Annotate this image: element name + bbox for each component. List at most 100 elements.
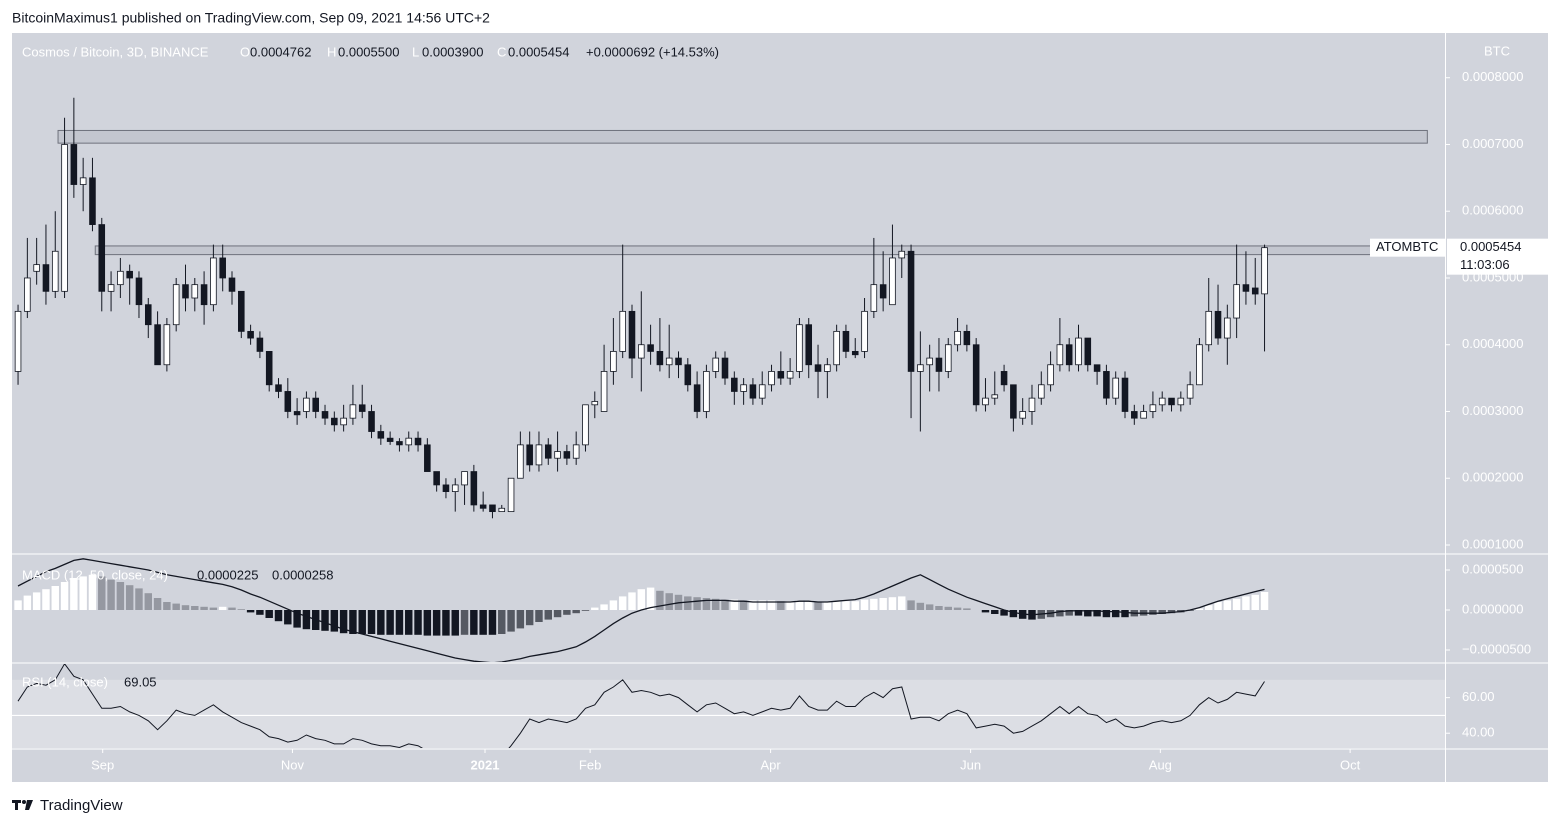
footer-brand: TradingView: [40, 797, 123, 814]
candle-body: [182, 284, 189, 299]
candle-body: [507, 477, 515, 513]
macd-histogram-bar: [693, 597, 701, 610]
x-tick-label: Oct: [1340, 757, 1361, 772]
candle-body: [349, 404, 357, 419]
macd-histogram-bar: [377, 610, 385, 635]
macd-histogram-bar: [293, 610, 301, 628]
candle-body: [275, 384, 282, 392]
chart-title: Cosmos / Bitcoin, 3D, BINANCE: [22, 44, 209, 59]
macd-histogram-bar: [116, 582, 125, 610]
candle-body: [675, 357, 682, 366]
candle-body: [842, 330, 850, 352]
macd-histogram-bar: [535, 610, 543, 622]
macd-histogram-bar: [1232, 598, 1241, 610]
candle-body: [517, 444, 524, 479]
macd-histogram-bar: [209, 607, 218, 610]
resistance-zone: [94, 245, 1372, 256]
candle-body: [824, 364, 831, 372]
price-pane: [14, 97, 1428, 519]
candle-body: [265, 351, 273, 386]
chart-background: [12, 33, 1548, 782]
macd-histogram-bar: [274, 610, 283, 622]
x-tick-label: Jun: [960, 757, 981, 772]
candle-body: [293, 411, 301, 416]
candle-body: [563, 451, 571, 459]
macd-histogram-bar: [395, 610, 404, 635]
candle-body: [200, 284, 208, 306]
candle-body: [1224, 317, 1231, 339]
candle-body: [796, 324, 803, 372]
macd-histogram-bar: [888, 597, 897, 610]
logo-mark: [22, 800, 26, 804]
candle-body: [805, 324, 813, 366]
candle-body: [638, 344, 645, 359]
macd-histogram-bar: [191, 606, 199, 610]
macd-histogram-bar: [507, 610, 515, 632]
macd-histogram-bar: [572, 610, 580, 614]
candle-body: [1121, 377, 1129, 412]
candle-body: [1261, 247, 1268, 295]
macd-histogram-bar: [488, 610, 497, 635]
candle-body: [61, 144, 68, 292]
macd-histogram-bar: [367, 610, 376, 634]
legend-key: C: [497, 44, 506, 59]
candle-body: [163, 324, 171, 366]
macd-histogram-bar: [302, 610, 311, 630]
candle-body: [647, 344, 654, 352]
macd-histogram-bar: [711, 598, 720, 610]
macd-histogram-bar: [656, 590, 664, 610]
macd-histogram-bar: [423, 610, 432, 636]
candle-body: [1177, 397, 1185, 406]
candle-body: [851, 351, 859, 356]
macd-histogram-bar: [246, 610, 255, 613]
macd-histogram-bar: [1111, 610, 1120, 618]
legend-key: H: [327, 44, 336, 59]
axis-label: BTC: [1484, 43, 1510, 58]
y-tick-label: 0.0004000: [1462, 336, 1523, 351]
candle-body: [591, 401, 599, 406]
candle-body: [1047, 364, 1054, 386]
macd-histogram-bar: [405, 610, 413, 635]
candle-body: [619, 310, 626, 352]
macd-histogram-bar: [414, 610, 422, 635]
candle-body: [42, 264, 50, 292]
candle-body: [489, 504, 496, 513]
candle-body: [665, 357, 673, 366]
candle-body: [777, 371, 785, 379]
y-tick-label: 0.0006000: [1462, 203, 1523, 218]
y-tick-label: 0.0002000: [1462, 470, 1523, 485]
y-tick-label: 60.00: [1462, 689, 1495, 704]
macd-histogram-bar: [544, 610, 552, 620]
legend-value: 0.0004762: [250, 44, 311, 59]
macd-histogram-bar: [1121, 610, 1129, 618]
candle-body: [944, 344, 952, 372]
macd-histogram-bar: [284, 610, 292, 625]
macd-histogram-bar: [386, 610, 394, 635]
logo-mark: [15, 800, 18, 810]
candle-body: [833, 330, 840, 366]
macd-histogram-bar: [330, 610, 339, 632]
candle-body: [768, 371, 775, 386]
macd-histogram-bar: [1065, 610, 1073, 616]
candle-body: [14, 310, 22, 372]
candle-body: [1010, 384, 1017, 419]
candle-body: [89, 177, 96, 225]
macd-histogram-bar: [51, 586, 59, 610]
y-tick-label: 0.0001000: [1462, 536, 1523, 551]
macd-histogram-bar: [786, 601, 794, 610]
candle-body: [126, 270, 133, 279]
candle-body: [879, 284, 887, 299]
macd-histogram-bar: [1260, 592, 1269, 610]
candle-body: [740, 384, 747, 392]
macd-histogram-bar: [851, 601, 859, 610]
macd-histogram-bar: [1195, 608, 1204, 610]
macd-histogram-bar: [172, 603, 180, 610]
candle-body: [1205, 310, 1213, 346]
macd-histogram-bar: [702, 598, 711, 610]
candle-body: [451, 484, 459, 492]
macd-histogram-bar: [432, 610, 441, 636]
y-tick-label: 0.0008000: [1462, 69, 1523, 84]
candle-body: [1112, 377, 1119, 399]
macd-histogram-bar: [637, 589, 646, 610]
